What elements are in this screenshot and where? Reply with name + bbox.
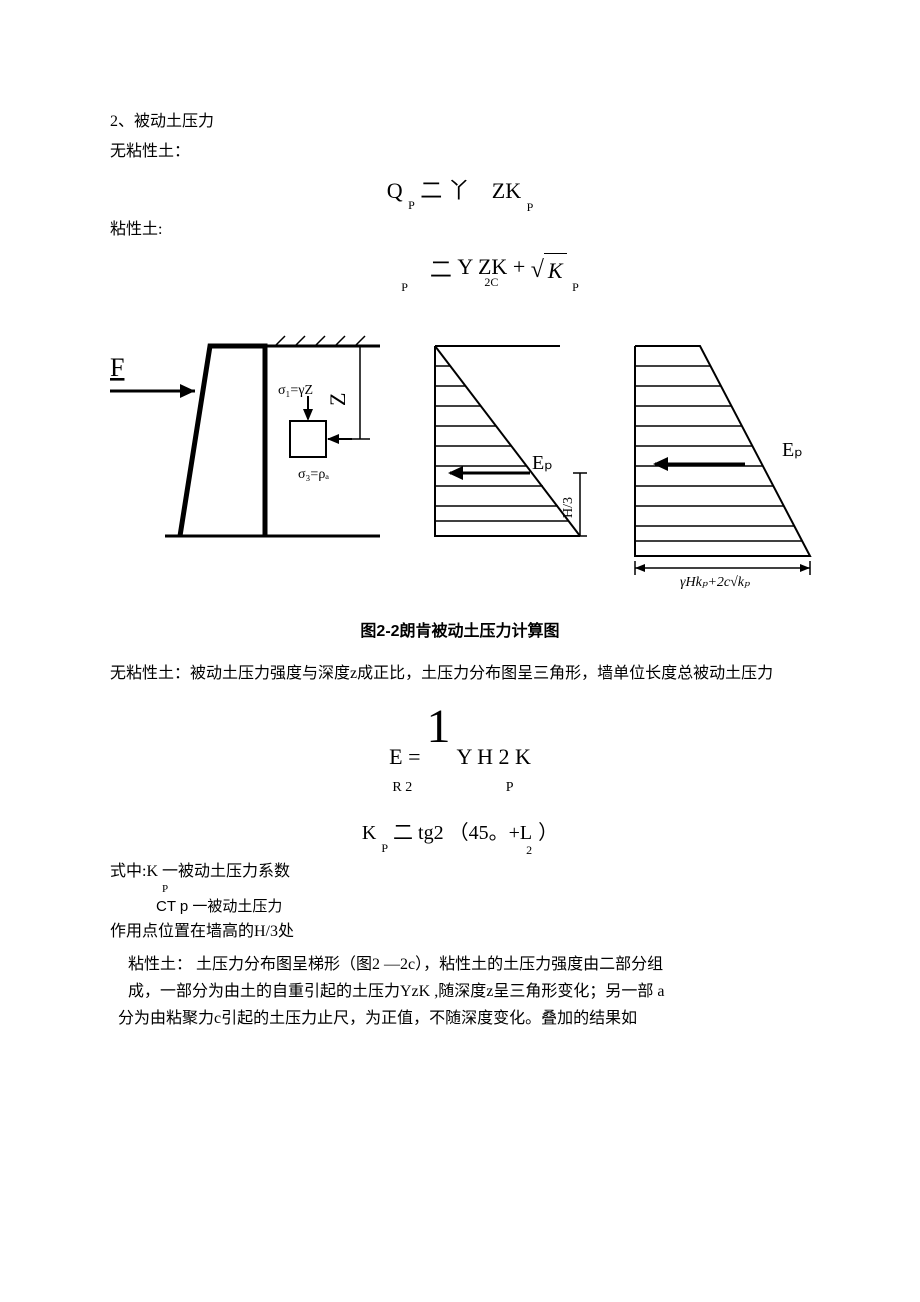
section-number: 2、 bbox=[110, 113, 134, 130]
f4-close: ） bbox=[538, 822, 558, 844]
def-K: 式中:K 一被动土压力系数 bbox=[110, 859, 810, 885]
Ep-label-2: Eₚ bbox=[782, 439, 803, 461]
bottom-dim-label: γHkₚ+2c√kₚ bbox=[680, 575, 750, 590]
diagram-triangle: Eₚ H/3 bbox=[435, 346, 587, 536]
f2-eq: 二 bbox=[430, 257, 452, 282]
f3-subr: R bbox=[392, 780, 401, 795]
Z-label: Z bbox=[325, 393, 350, 406]
f2-plus: + bbox=[513, 254, 525, 279]
f3-big1: 1 bbox=[427, 708, 451, 746]
f4-subp: P bbox=[381, 841, 388, 855]
section-heading: 2、被动土压力 bbox=[110, 110, 810, 134]
label-cohesive: 粘性土: bbox=[110, 218, 810, 242]
diagram-trapezoid: Eₚ γHkₚ+2c√kₚ bbox=[635, 346, 810, 590]
f1-sub1: P bbox=[408, 198, 415, 212]
f2-sqrt: √K bbox=[531, 252, 567, 288]
f4-k: K bbox=[362, 822, 376, 844]
f2-sub1: P bbox=[401, 280, 408, 294]
sigma1-label: σ₁=γZ bbox=[278, 383, 313, 398]
formula-3: E = 1 Y H 2 K R 2 P bbox=[110, 708, 810, 798]
f2-y: Y bbox=[457, 254, 472, 279]
formula-2: P 二 Y ZK + 2C √K P bbox=[110, 252, 810, 288]
para2-l2: 成，一部分为由土的自重引起的土压力YzK ,随深度z呈三角形变化；另一部 a bbox=[110, 978, 810, 1005]
para-cohesive: 粘性土： 土压力分布图呈梯形（图2 —2c），粘性土的土压力强度由二部分组 成，… bbox=[110, 951, 810, 1033]
f4-tg: tg2 bbox=[418, 822, 449, 844]
formula-1: Q P 二 丫 ZK P bbox=[110, 174, 810, 208]
def-action: 作用点位置在墙高的H/3处 bbox=[110, 919, 810, 945]
def-CTp: CT p 一被动土压力 bbox=[110, 895, 810, 919]
sigma3-label: σ₃=ρₐ bbox=[298, 467, 329, 482]
formula-4: K P 二 tg2 （45。+L2） bbox=[110, 818, 810, 849]
f3-yhk: Y H 2 K bbox=[457, 744, 531, 769]
section-title: 被动土压力 bbox=[134, 113, 214, 130]
f3-e: E = bbox=[389, 744, 420, 769]
f1-zk: ZK bbox=[492, 178, 521, 203]
f3-subp: P bbox=[506, 780, 514, 795]
f1-q: Q bbox=[387, 178, 403, 203]
f2-2c: 2C bbox=[484, 277, 498, 288]
diagram-wall: F σ₁=γZ σ₃=ρₐ Z bbox=[110, 336, 380, 536]
H3-label: H/3 bbox=[561, 497, 576, 518]
figure-caption: 图2-2朗肯被动土压力计算图 bbox=[110, 620, 810, 644]
f1-eq: 二 bbox=[420, 178, 442, 203]
def-K-sub: P bbox=[162, 884, 810, 895]
label-cohesionless: 无粘性土： bbox=[110, 140, 810, 164]
f4-paren: （45。+L bbox=[449, 822, 533, 844]
definitions: 式中:K 一被动土压力系数 P CT p 一被动土压力 作用点位置在墙高的H/3… bbox=[110, 859, 810, 945]
diagram-figure: F σ₁=γZ σ₃=ρₐ Z bbox=[80, 306, 840, 596]
f2-subk: P bbox=[572, 280, 579, 294]
diagram-F-label: F bbox=[110, 353, 124, 382]
f2-k: K bbox=[548, 258, 563, 283]
f4-eq: 二 bbox=[393, 822, 413, 844]
para-cohesionless: 无粘性土：被动土压力强度与深度z成正比，土压力分布图呈三角形，墙单位长度总被动土… bbox=[110, 660, 810, 687]
f1-sub2: P bbox=[527, 200, 534, 214]
para2-l3: 分为由粘聚力c引起的土压力止尺，为正值，不随深度变化。叠加的结果如 bbox=[110, 1005, 810, 1032]
f1-y: 丫 bbox=[448, 178, 470, 203]
f3-two: 2 bbox=[405, 780, 412, 795]
f4-sub2: 2 bbox=[526, 843, 532, 857]
para2-l1: 粘性土： 土压力分布图呈梯形（图2 —2c），粘性土的土压力强度由二部分组 bbox=[110, 951, 810, 978]
Ep-label-1: Eₚ bbox=[532, 452, 553, 474]
